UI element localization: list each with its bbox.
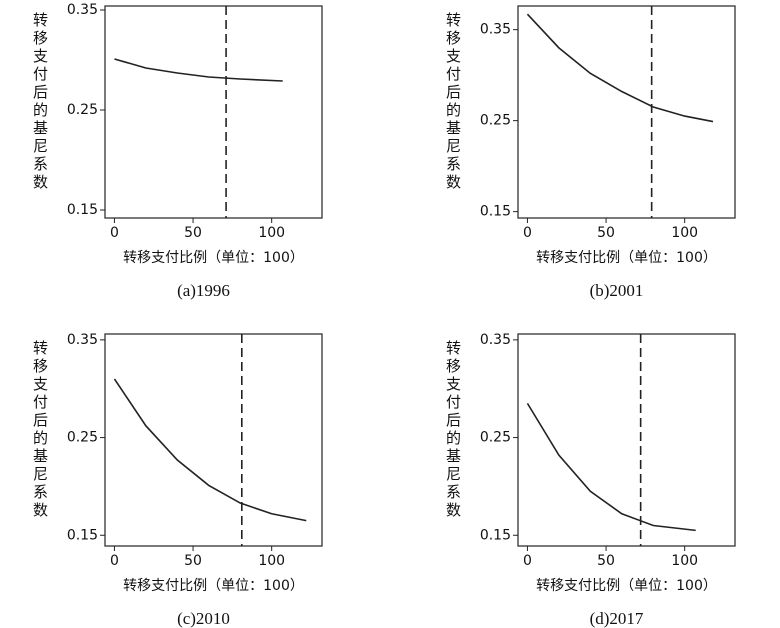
y-tick-label: 0.35	[67, 332, 98, 348]
y-axis-label: 转移支付后的基尼系数	[31, 12, 49, 192]
x-axis-label: 转移支付比例（单位：100）	[123, 250, 304, 266]
x-tick-label: 0	[523, 225, 532, 241]
x-tick-label: 0	[110, 553, 119, 569]
plot-frame	[517, 5, 736, 219]
y-tick-label: 0.15	[480, 527, 511, 543]
y-axis-label: 转移支付后的基尼系数	[444, 12, 462, 192]
y-tick-label: 0.25	[480, 113, 511, 129]
x-tick-label: 50	[184, 225, 202, 241]
y-tick-label: 0.15	[67, 527, 98, 543]
x-tick-label: 100	[671, 225, 698, 241]
x-axis-label: 转移支付比例（单位：100）	[123, 578, 304, 594]
panel-caption: (a)1996	[177, 281, 230, 300]
x-tick-label: 0	[523, 553, 532, 569]
y-axis-label: 转移支付后的基尼系数	[444, 340, 462, 520]
y-tick-label: 0.15	[67, 202, 98, 218]
y-tick-label: 0.35	[480, 22, 511, 38]
x-tick-label: 50	[597, 553, 615, 569]
panel-caption: (c)2010	[177, 609, 230, 628]
x-tick-label: 50	[597, 225, 615, 241]
x-axis-label: 转移支付比例（单位：100）	[536, 250, 717, 266]
y-tick-label: 0.35	[67, 2, 98, 18]
curve	[526, 402, 696, 532]
y-axis-label: 转移支付后的基尼系数	[31, 340, 49, 520]
y-tick-label: 0.25	[480, 430, 511, 446]
panel-caption: (d)2017	[590, 609, 644, 628]
plot-frame	[104, 333, 323, 547]
x-tick-label: 100	[671, 553, 698, 569]
plot-frame	[104, 5, 323, 219]
x-tick-label: 100	[258, 553, 285, 569]
x-tick-label: 100	[258, 225, 285, 241]
y-tick-label: 0.25	[67, 430, 98, 446]
curve	[526, 13, 714, 123]
curve	[113, 378, 307, 522]
x-axis-label: 转移支付比例（单位：100）	[536, 578, 717, 594]
y-tick-label: 0.25	[67, 102, 98, 118]
x-tick-label: 50	[184, 553, 202, 569]
y-tick-label: 0.15	[480, 204, 511, 220]
curve	[114, 58, 283, 82]
x-tick-label: 0	[110, 225, 119, 241]
panel-caption: (b)2001	[590, 281, 644, 300]
plot-frame	[517, 333, 736, 547]
y-tick-label: 0.35	[480, 332, 511, 348]
